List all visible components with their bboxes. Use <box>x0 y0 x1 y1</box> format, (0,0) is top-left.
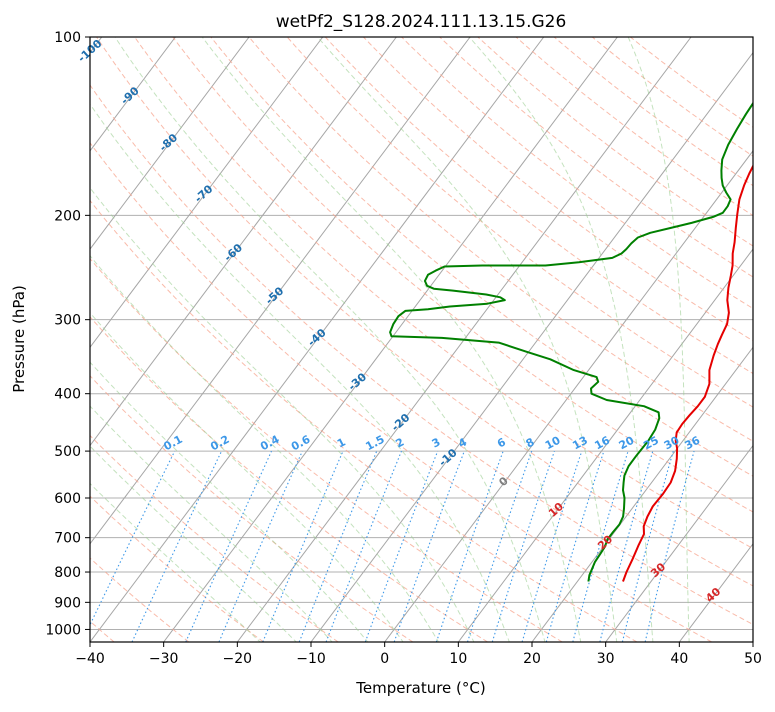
y-tick-label: 400 <box>54 387 81 403</box>
y-tick-label: 100 <box>54 30 81 46</box>
x-tick-label: −40 <box>75 651 105 667</box>
x-tick-label: 30 <box>597 651 615 667</box>
y-tick-label: 200 <box>54 208 81 224</box>
y-axis-label: Pressure (hPa) <box>10 285 28 393</box>
y-tick-label: 700 <box>54 531 81 547</box>
y-tick-label: 300 <box>54 313 81 329</box>
x-tick-label: 50 <box>744 651 762 667</box>
x-axis-label: Temperature (°C) <box>355 679 485 697</box>
y-tick-label: 600 <box>54 491 81 507</box>
x-tick-label: 0 <box>380 651 389 667</box>
x-tick-label: −30 <box>149 651 179 667</box>
x-tick-label: −10 <box>296 651 326 667</box>
chart-title: wetPf2_S128.2024.111.13.15.G26 <box>276 12 567 32</box>
y-tick-label: 900 <box>54 595 81 611</box>
isotherm-line <box>753 37 775 642</box>
y-tick-label: 500 <box>54 444 81 460</box>
x-tick-label: 10 <box>449 651 467 667</box>
x-tick-label: 40 <box>670 651 688 667</box>
x-tick-label: −20 <box>223 651 253 667</box>
x-tick-label: 20 <box>523 651 541 667</box>
y-tick-label: 800 <box>54 565 81 581</box>
y-tick-label: 1000 <box>45 622 81 638</box>
